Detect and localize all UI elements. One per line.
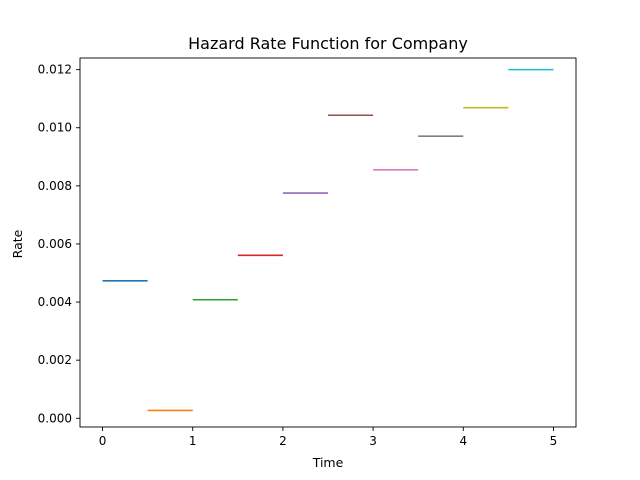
y-tick-label: 0.008 [38,179,72,193]
y-axis: 0.000 0.002 0.004 0.006 0.008 0.010 0.012 [38,63,80,425]
y-tick-label: 0.004 [38,295,72,309]
y-tick-label: 0.000 [38,411,72,425]
x-tick-label: 3 [369,434,377,448]
x-axis: 0 1 2 3 4 5 [99,427,558,448]
x-tick-label: 4 [459,434,467,448]
y-axis-label: Rate [10,229,25,258]
x-tick-label: 0 [99,434,107,448]
y-tick-label: 0.012 [38,63,72,77]
x-tick-label: 5 [550,434,558,448]
plot-frame [79,57,577,428]
y-tick-label: 0.010 [38,121,72,135]
x-tick-label: 2 [279,434,287,448]
x-axis-label: Time [312,455,344,470]
chart-title: Hazard Rate Function for Company [188,34,468,53]
y-tick-label: 0.002 [38,353,72,367]
x-tick-label: 1 [189,434,197,448]
plot-area [79,57,577,428]
y-tick-label: 0.006 [38,237,72,251]
